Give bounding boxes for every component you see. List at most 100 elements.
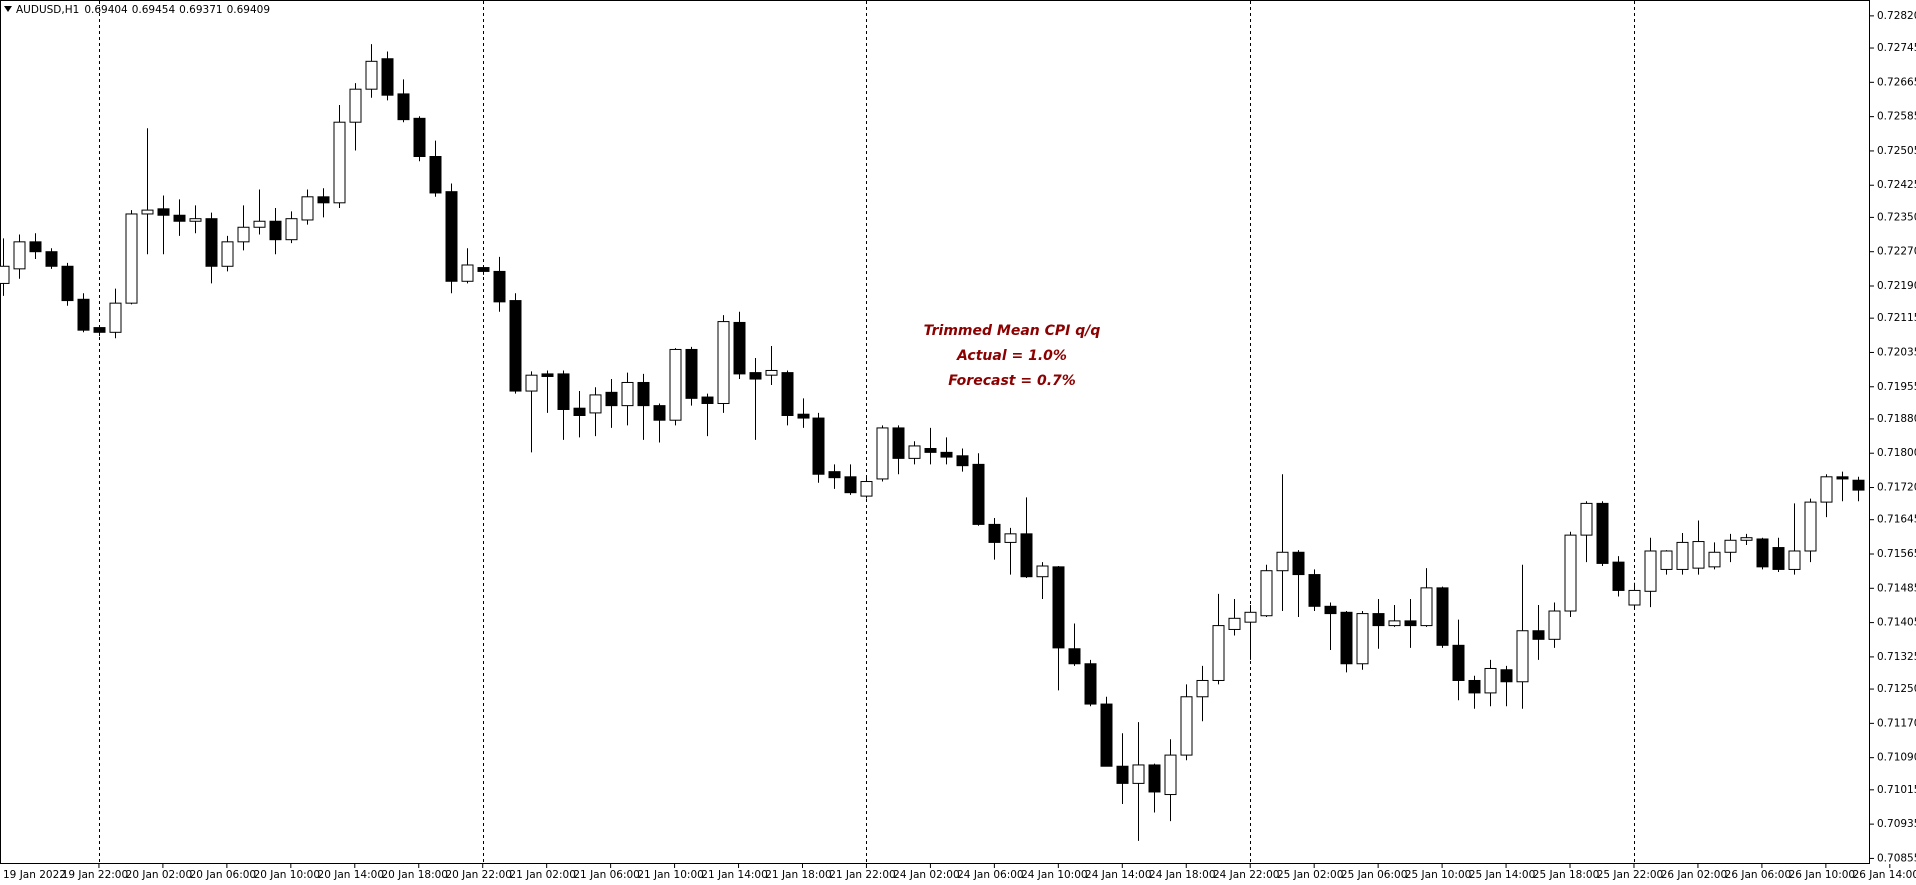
- y-tick-label: 0.71955: [1877, 381, 1916, 393]
- candle-body: [1372, 613, 1385, 627]
- x-tick-label: 21 Jan 06:00: [573, 869, 639, 881]
- candle-body: [109, 302, 122, 333]
- annotation: Trimmed Mean CPI q/q: [924, 323, 1101, 339]
- x-tick-label: 25 Jan 14:00: [1469, 869, 1535, 881]
- y-tick-label: 0.71645: [1877, 514, 1916, 526]
- candle-body: [205, 218, 218, 267]
- candle-body: [1052, 566, 1065, 649]
- candle-body: [1212, 625, 1225, 681]
- x-tick-label: 20 Jan 06:00: [190, 869, 256, 881]
- candle-body: [1772, 547, 1785, 570]
- candle-body: [685, 348, 698, 399]
- candle-body: [908, 445, 921, 459]
- annotation: Forecast = 0.7%: [948, 373, 1076, 389]
- x-tick-label: 26 Jan 14:00: [1853, 869, 1916, 881]
- candle-body: [749, 372, 762, 380]
- candle-body: [269, 220, 282, 241]
- candle-body: [972, 463, 985, 525]
- candle-body: [797, 413, 810, 419]
- candle-body: [892, 427, 905, 459]
- x-tick-label: 26 Jan 02:00: [1661, 869, 1727, 881]
- x-tick-label: 19 Jan 2022: [3, 869, 66, 881]
- candle-body: [413, 117, 426, 158]
- candle-body: [1500, 669, 1513, 683]
- annotation: Actual = 1.0%: [956, 348, 1067, 364]
- candle-body: [1804, 501, 1817, 552]
- candle-body: [1132, 764, 1145, 784]
- candle-body: [333, 121, 346, 204]
- candle-body: [13, 241, 26, 270]
- plot-frame: [0, 0, 1870, 864]
- menu-arrow[interactable]: [4, 6, 12, 12]
- candle-body: [237, 226, 250, 243]
- y-tick-label: 0.72505: [1877, 145, 1916, 157]
- chart-header: AUDUSD,H1 0.69404 0.69454 0.69371 0.69409: [16, 4, 270, 16]
- candle-body: [669, 348, 682, 421]
- candle-body: [1564, 534, 1577, 612]
- candle-body: [1644, 550, 1657, 592]
- candle-body: [381, 58, 394, 96]
- candle-body: [1516, 630, 1529, 683]
- candle-body: [1308, 574, 1321, 607]
- candle-body: [781, 372, 794, 416]
- candle-body: [1068, 648, 1081, 665]
- candle-body: [701, 396, 714, 404]
- candle-body: [509, 300, 522, 392]
- candle-body: [125, 213, 138, 304]
- candle-body: [573, 407, 586, 416]
- x-tick-label: 24 Jan 10:00: [1021, 869, 1087, 881]
- x-tick-label: 21 Jan 02:00: [509, 869, 575, 881]
- candle-body: [221, 241, 234, 267]
- y-tick-label: 0.72115: [1877, 312, 1916, 324]
- x-tick-label: 21 Jan 22:00: [829, 869, 895, 881]
- x-tick-label: 24 Jan 02:00: [893, 869, 959, 881]
- candle-body: [429, 156, 442, 194]
- candle-body: [1852, 479, 1865, 491]
- x-tick-label: 21 Jan 18:00: [765, 869, 831, 881]
- candle-body: [1484, 667, 1497, 694]
- candle-body: [1116, 765, 1129, 784]
- candle-body: [1596, 502, 1609, 564]
- x-tick-label: 20 Jan 22:00: [445, 869, 511, 881]
- candle-body: [1548, 610, 1561, 640]
- x-tick-label: 26 Jan 10:00: [1789, 869, 1855, 881]
- candle-body: [1420, 587, 1433, 627]
- candle-body: [940, 451, 953, 458]
- candle-body: [1100, 703, 1113, 767]
- candle-body: [1356, 613, 1369, 665]
- y-tick-label: 0.72425: [1877, 179, 1916, 191]
- candle-body: [876, 427, 889, 480]
- candle-body: [860, 481, 873, 497]
- candle-body: [157, 208, 170, 216]
- x-tick-label: 24 Jan 22:00: [1213, 869, 1279, 881]
- header-high: 0.69454: [132, 4, 176, 16]
- candle-body: [445, 191, 458, 282]
- candle-body: [0, 265, 10, 284]
- candle-body: [1676, 541, 1689, 570]
- x-tick-label: 25 Jan 06:00: [1341, 869, 1407, 881]
- candle-body: [1020, 533, 1033, 578]
- candle-body: [733, 321, 746, 375]
- y-tick-label: 0.70935: [1877, 818, 1916, 830]
- header-low: 0.69371: [179, 4, 222, 16]
- candle-body: [1196, 679, 1209, 698]
- candle-body: [1004, 533, 1017, 543]
- candle-body: [1468, 679, 1481, 694]
- candle-body: [77, 298, 90, 331]
- candle-body: [589, 394, 602, 414]
- candle-body: [477, 267, 490, 272]
- candle-body: [1740, 537, 1753, 541]
- x-tick-label: 26 Jan 06:00: [1725, 869, 1791, 881]
- x-tick-label: 20 Jan 14:00: [318, 869, 384, 881]
- x-tick-label: 25 Jan 10:00: [1405, 869, 1471, 881]
- candle-body: [605, 391, 618, 407]
- y-tick-label: 0.71405: [1877, 617, 1916, 629]
- candle-body: [1756, 538, 1769, 568]
